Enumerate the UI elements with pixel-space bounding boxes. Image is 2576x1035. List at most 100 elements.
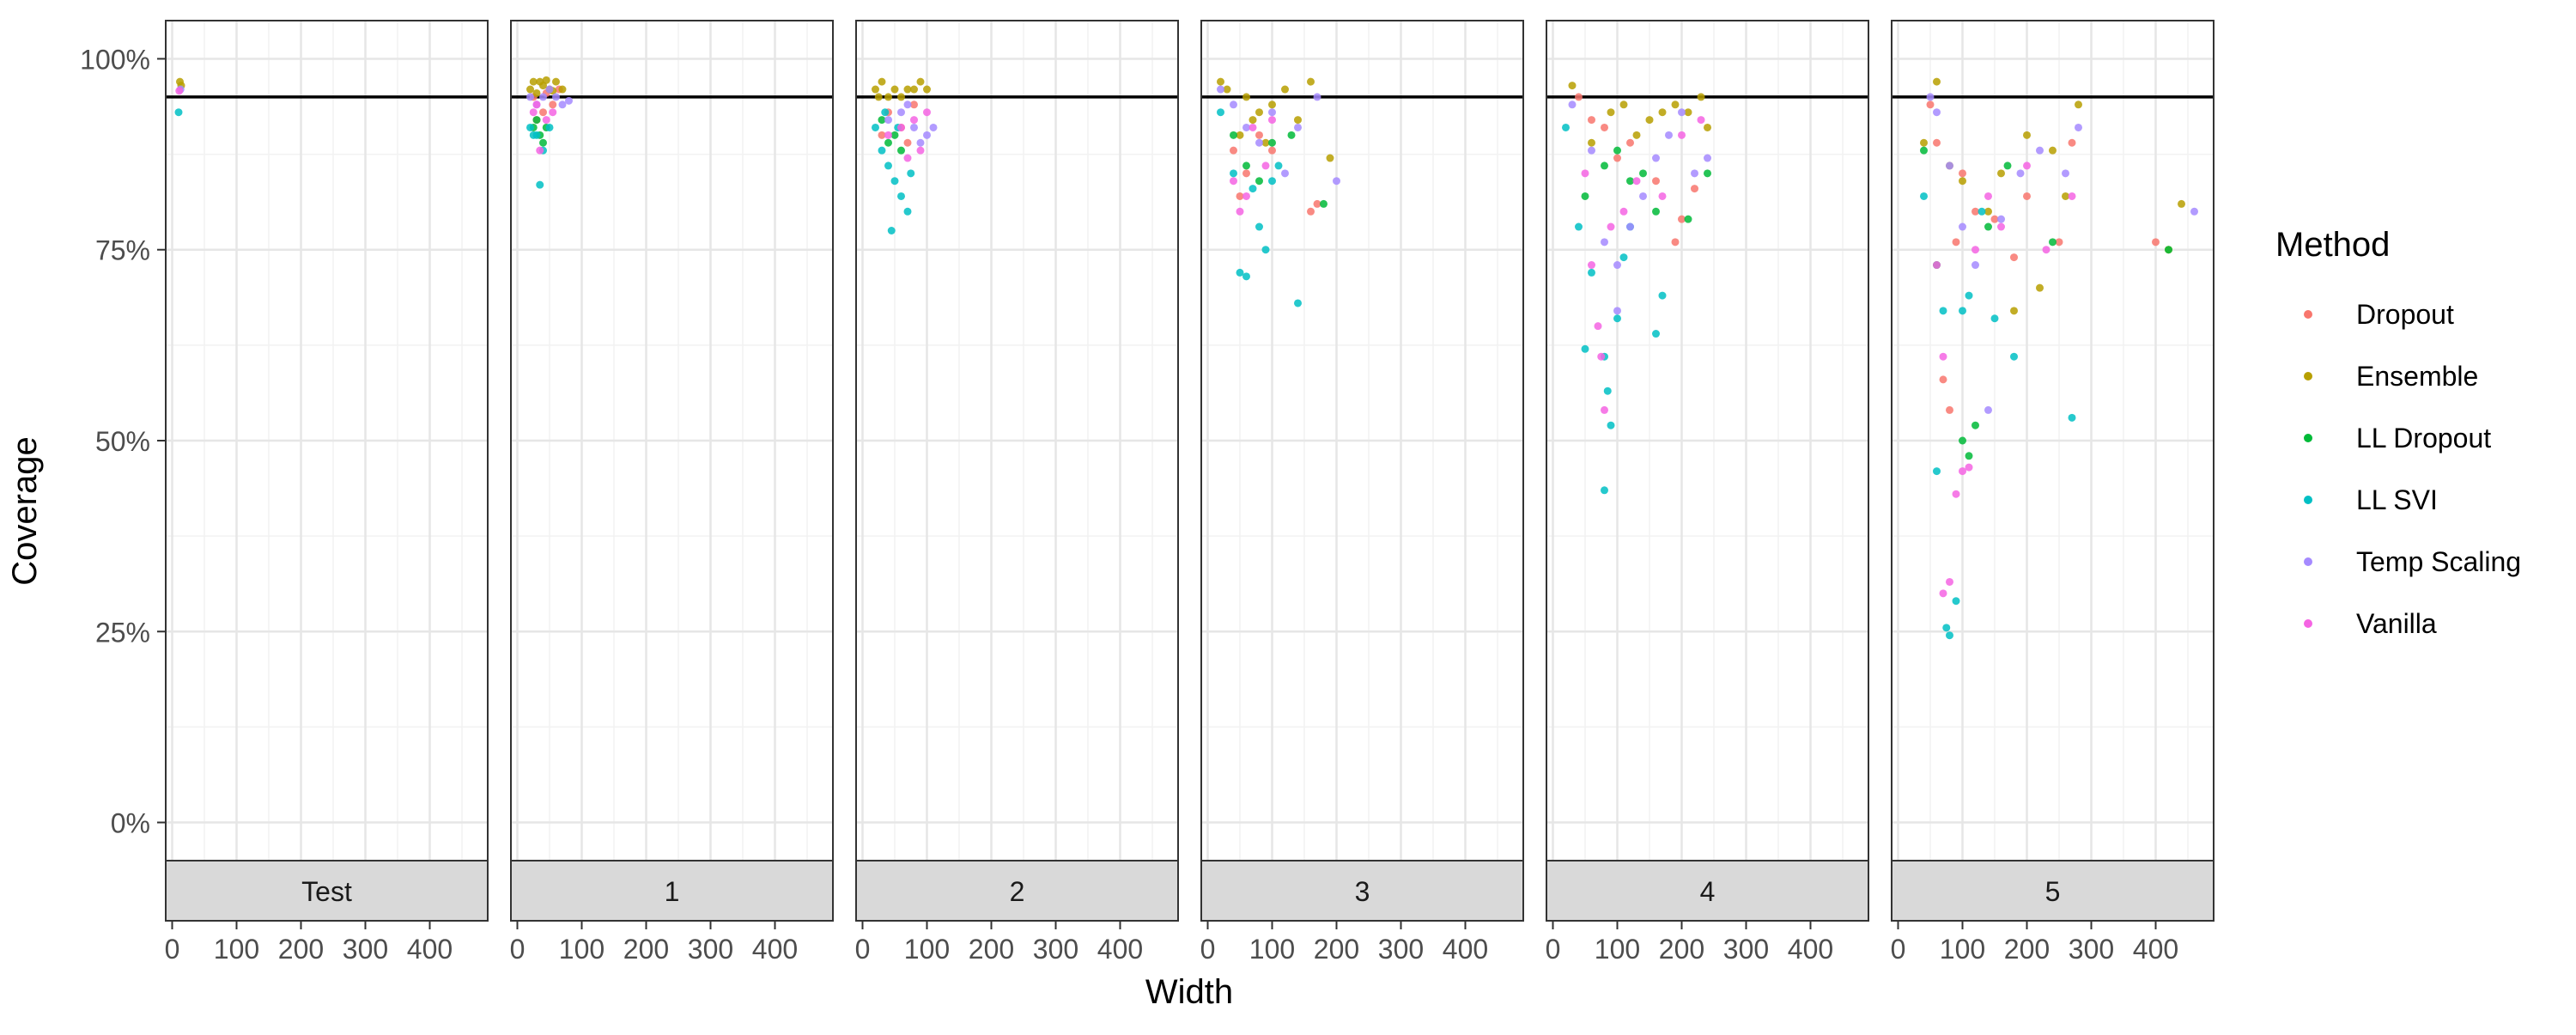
point-dropout: [539, 108, 547, 117]
point-ll-dropout: [1984, 222, 1992, 231]
point-vanilla: [1658, 192, 1667, 200]
point-dropout: [878, 131, 886, 139]
point-temp-scaling: [897, 108, 905, 117]
point-ensemble: [529, 77, 538, 86]
point-ll-svi: [1619, 253, 1628, 262]
point-ensemble: [526, 85, 534, 94]
point-temp-scaling: [1281, 169, 1289, 178]
facet-strip: [510, 860, 834, 922]
point-ll-svi: [1588, 268, 1595, 277]
facet-strip: [1546, 860, 1869, 922]
point-ll-svi: [545, 123, 554, 131]
facet-strip-label: 2: [1010, 876, 1025, 907]
point-vanilla: [2068, 192, 2076, 200]
x-tick-label: 100: [1595, 934, 1640, 965]
point-temp-scaling: [2075, 123, 2082, 131]
x-tick-label: 300: [1723, 934, 1769, 965]
point-dropout: [1236, 192, 1244, 200]
point-vanilla: [2042, 246, 2050, 254]
point-ensemble: [1568, 82, 1577, 90]
point-ensemble: [872, 85, 879, 94]
point-vanilla: [536, 146, 544, 155]
y-axis: 0% 25% 50% 75% 100%: [80, 44, 166, 839]
point-temp-scaling: [1971, 261, 1979, 270]
point-ensemble: [2010, 307, 2018, 315]
point-ll-svi: [1236, 268, 1244, 277]
point-temp-scaling: [1665, 131, 1673, 139]
point-dropout: [1255, 131, 1263, 139]
point-temp-scaling: [1946, 161, 1953, 170]
point-temp-scaling: [1613, 261, 1621, 270]
point-vanilla: [1971, 246, 1979, 254]
legend-entries: Dropout Ensemble LL Dropout LL SVI Temp Scal…: [2304, 299, 2521, 639]
point-dropout: [910, 100, 918, 109]
x-tick-label: 100: [214, 934, 259, 965]
point-ll-dropout: [1959, 436, 1966, 445]
point-ensemble: [2062, 192, 2069, 200]
point-dropout: [2152, 238, 2160, 247]
x-tick-label: 200: [623, 934, 669, 965]
legend-label: LL Dropout: [2356, 423, 2491, 454]
point-ensemble: [1307, 77, 1315, 86]
point-temp-scaling: [565, 96, 573, 105]
point-ll-svi: [1261, 246, 1270, 254]
point-vanilla: [1597, 352, 1606, 361]
x-axis-label: Width: [1145, 973, 1233, 1011]
y-tick-label: 25%: [95, 617, 150, 648]
point-ensemble: [1997, 169, 2005, 178]
point-ll-dropout: [897, 146, 905, 155]
point-temp-scaling: [2016, 169, 2025, 178]
facet-strip-label: 5: [2045, 876, 2061, 907]
facet-strip: [1200, 860, 1524, 922]
point-vanilla: [1997, 222, 2005, 231]
legend-key: [2304, 310, 2312, 319]
x-tick-label: 0: [1200, 934, 1216, 965]
point-ll-dropout: [539, 138, 547, 147]
point-ll-svi: [903, 207, 912, 216]
point-ll-svi: [1933, 467, 1941, 476]
point-ll-svi: [1217, 108, 1224, 117]
point-dropout: [1601, 123, 1608, 131]
point-vanilla: [916, 146, 925, 155]
point-temp-scaling: [1926, 93, 1935, 101]
point-ensemble: [2049, 146, 2057, 155]
point-vanilla: [175, 87, 184, 95]
point-ll-svi: [881, 108, 890, 117]
point-vanilla: [1939, 589, 1947, 598]
point-temp-scaling: [526, 93, 534, 101]
point-dropout: [2023, 192, 2031, 200]
point-vanilla: [1249, 123, 1257, 131]
point-ll-dropout: [1704, 169, 1711, 178]
point-ensemble: [890, 85, 899, 94]
point-ensemble: [1933, 77, 1941, 86]
point-vanilla: [1607, 222, 1615, 231]
point-ensemble: [1261, 138, 1270, 147]
point-dropout: [2068, 138, 2076, 147]
point-dropout: [1613, 154, 1621, 162]
point-ll-dropout: [890, 131, 899, 139]
legend-label: Temp Scaling: [2356, 546, 2521, 577]
point-ll-svi: [1230, 169, 1237, 178]
legend-key: [2304, 557, 2312, 566]
point-vanilla: [1933, 261, 1941, 270]
point-ensemble: [1268, 100, 1276, 109]
point-temp-scaling: [1997, 215, 2005, 223]
point-vanilla: [1236, 207, 1244, 216]
facet-panel-5: 5 0 100 200 300 400: [1891, 20, 2215, 965]
point-ll-svi: [1613, 314, 1621, 323]
point-vanilla: [1678, 131, 1686, 139]
point-temp-scaling: [2036, 146, 2044, 155]
point-ensemble: [2036, 283, 2044, 292]
point-dropout: [1626, 138, 1634, 147]
point-dropout: [1588, 116, 1595, 125]
point-dropout: [1990, 215, 1999, 223]
point-dropout: [1678, 215, 1686, 223]
point-ll-svi: [1946, 631, 1953, 640]
point-ensemble: [1619, 100, 1628, 109]
x-tick-label: 200: [2004, 934, 2050, 965]
x-tick-label: 400: [752, 934, 798, 965]
point-temp-scaling: [1613, 307, 1621, 315]
y-tick-label: 50%: [95, 426, 150, 457]
